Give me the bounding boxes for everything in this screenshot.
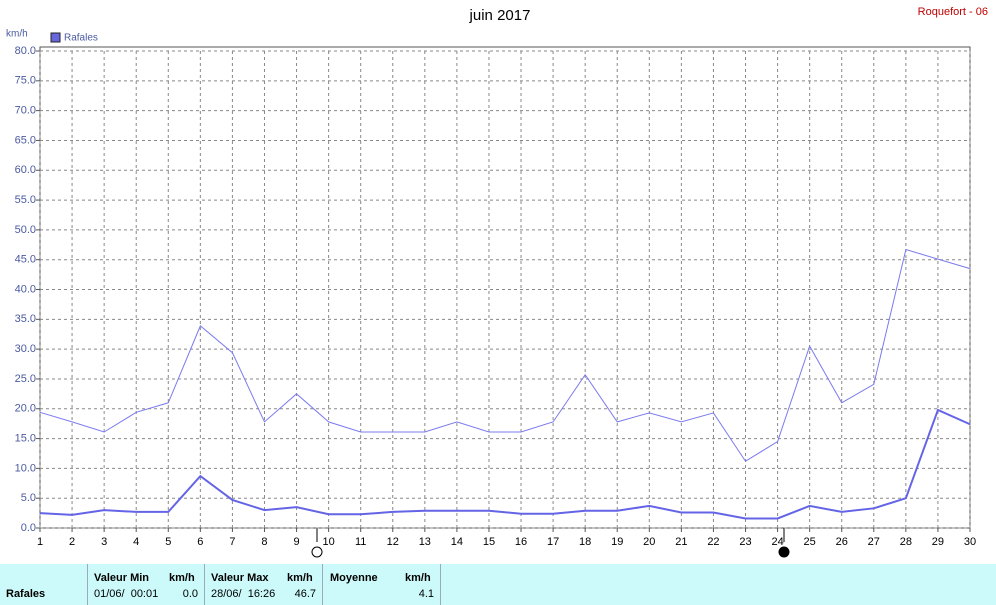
x-tick-label: 2 bbox=[69, 536, 75, 548]
x-tick-label: 1 bbox=[37, 536, 43, 548]
x-tick-label: 9 bbox=[293, 536, 299, 548]
x-tick-label: 28 bbox=[900, 536, 912, 548]
x-tick-label: 27 bbox=[868, 536, 880, 548]
y-axis-label: km/h bbox=[6, 29, 28, 40]
series-line bbox=[39, 408, 971, 520]
chart-title: juin 2017 bbox=[469, 7, 531, 24]
stats-header: Moyenne bbox=[330, 572, 378, 584]
chart: juin 2017 Roquefort - 06 km/h Rafales 0.… bbox=[6, 6, 988, 558]
x-tick-label: 17 bbox=[547, 536, 559, 548]
x-tick-label: 21 bbox=[675, 536, 687, 548]
y-tick-label: 45.0 bbox=[15, 254, 36, 266]
legend-swatch bbox=[50, 32, 61, 43]
stats-cell: Valeur Min km/h 01/06/ 00:01 0.0 bbox=[88, 564, 205, 605]
x-tick-label: 3 bbox=[101, 536, 107, 548]
stats-date: 28/06/ 16:26 bbox=[211, 588, 276, 600]
x-tick-label: 23 bbox=[739, 536, 751, 548]
stats-cell: Moyenne km/h 4.1 bbox=[323, 564, 441, 605]
stats-header: Valeur Max bbox=[211, 572, 269, 584]
station: Roquefort - 06 bbox=[918, 6, 988, 18]
y-tick-label: 5.0 bbox=[21, 492, 36, 504]
x-tick-label: 12 bbox=[387, 536, 399, 548]
series-line bbox=[39, 248, 971, 462]
x-tick-label: 13 bbox=[419, 536, 431, 548]
y-tick-label: 10.0 bbox=[15, 462, 36, 474]
x-tick-label: 30 bbox=[964, 536, 976, 548]
x-tick-label: 4 bbox=[133, 536, 139, 548]
stats-header: Valeur Min bbox=[94, 572, 150, 584]
stats-value: 0.0 bbox=[182, 588, 198, 600]
legend-label: Rafales bbox=[64, 33, 98, 44]
plot-frame bbox=[39, 46, 971, 529]
stats-table: Rafales Valeur Min km/h 01/06/ 00:01 0.0… bbox=[0, 564, 996, 605]
y-tick-label: 0.0 bbox=[21, 522, 36, 534]
stats-unit: km/h bbox=[287, 572, 313, 584]
y-tick-label: 60.0 bbox=[15, 164, 36, 176]
x-tick-label: 26 bbox=[836, 536, 848, 548]
y-tick-label: 20.0 bbox=[15, 403, 36, 415]
y-tick-label: 80.0 bbox=[15, 45, 36, 57]
x-tick-label: 18 bbox=[579, 536, 591, 548]
y-tick-label: 70.0 bbox=[15, 105, 36, 117]
stats-unit: km/h bbox=[405, 572, 431, 584]
x-tick-label: 10 bbox=[322, 536, 334, 548]
stats-unit: km/h bbox=[169, 572, 195, 584]
stats-date: 01/06/ 00:01 bbox=[94, 588, 159, 600]
y-tick-label: 35.0 bbox=[15, 313, 36, 325]
stats-cell: Valeur Max km/h 28/06/ 16:26 46.7 bbox=[205, 564, 323, 605]
x-tick-label: 11 bbox=[355, 536, 366, 548]
x-tick-label: 8 bbox=[261, 536, 267, 548]
x-tick-label: 24 bbox=[771, 536, 783, 548]
stats-label: Rafales bbox=[6, 588, 46, 600]
x-tick-label: 20 bbox=[643, 536, 655, 548]
y-tick-label: 55.0 bbox=[15, 194, 36, 206]
x-tick-label: 14 bbox=[451, 536, 463, 548]
y-tick-label: 75.0 bbox=[15, 75, 36, 87]
x-tick-label: 22 bbox=[707, 536, 719, 548]
full-moon-icon bbox=[311, 546, 323, 558]
x-tick-label: 19 bbox=[611, 536, 623, 548]
x-tick-label: 5 bbox=[165, 536, 171, 548]
x-tick-label: 7 bbox=[229, 536, 235, 548]
stats-label-cell: Rafales bbox=[0, 564, 88, 605]
y-tick-label: 15.0 bbox=[15, 432, 36, 444]
y-tick-label: 30.0 bbox=[15, 343, 36, 355]
stats-value: 4.1 bbox=[418, 588, 434, 600]
x-tick-label: 6 bbox=[197, 536, 203, 548]
stats-value: 46.7 bbox=[294, 588, 316, 600]
x-tick-label: 29 bbox=[932, 536, 944, 548]
y-tick-label: 50.0 bbox=[15, 224, 36, 236]
y-tick-label: 65.0 bbox=[15, 134, 36, 146]
x-tick-label: 15 bbox=[483, 536, 495, 548]
y-tick-label: 25.0 bbox=[15, 373, 36, 385]
x-tick-label: 16 bbox=[515, 536, 527, 548]
x-tick-label: 25 bbox=[804, 536, 816, 548]
new-moon-icon bbox=[778, 546, 790, 558]
y-tick-label: 40.0 bbox=[15, 283, 36, 295]
